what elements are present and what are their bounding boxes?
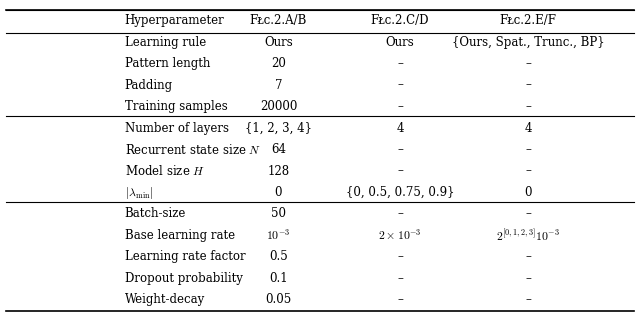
Text: –: – (525, 272, 531, 285)
Text: –: – (525, 143, 531, 156)
Text: Number of layers: Number of layers (125, 122, 229, 134)
Text: 0: 0 (524, 186, 532, 199)
Text: 4: 4 (524, 122, 532, 134)
Text: –: – (525, 294, 531, 306)
Text: Recurrent state size $N$: Recurrent state size $N$ (125, 143, 261, 156)
Text: –: – (525, 57, 531, 70)
Text: –: – (397, 165, 403, 177)
Text: Learning rule: Learning rule (125, 35, 206, 49)
Text: $|\lambda_{\min}|$: $|\lambda_{\min}|$ (125, 185, 154, 200)
Text: 0: 0 (275, 186, 282, 199)
Text: Training samples: Training samples (125, 100, 228, 113)
Text: –: – (397, 251, 403, 263)
Text: $10^{-3}$: $10^{-3}$ (266, 228, 291, 243)
Text: 64: 64 (271, 143, 286, 156)
Text: Hyperparameter: Hyperparameter (125, 14, 225, 27)
Text: 20: 20 (271, 57, 286, 70)
Text: 20000: 20000 (260, 100, 297, 113)
Text: {0, 0.5, 0.75, 0.9}: {0, 0.5, 0.75, 0.9} (346, 186, 454, 199)
Text: 128: 128 (268, 165, 289, 177)
Text: {Ours, Spat., Trunc., BP}: {Ours, Spat., Trunc., BP} (452, 35, 604, 49)
Text: –: – (525, 208, 531, 220)
Text: Fᴌᴄ.2.C/D: Fᴌᴄ.2.C/D (371, 14, 429, 27)
Text: –: – (397, 143, 403, 156)
Text: Ours: Ours (264, 35, 292, 49)
Text: –: – (397, 208, 403, 220)
Text: Weight-decay: Weight-decay (125, 294, 205, 306)
Text: –: – (525, 251, 531, 263)
Text: Batch-size: Batch-size (125, 208, 186, 220)
Text: $2 \times 10^{-3}$: $2 \times 10^{-3}$ (378, 228, 422, 243)
Text: –: – (397, 57, 403, 70)
Text: 4: 4 (396, 122, 404, 134)
Text: –: – (525, 165, 531, 177)
Text: –: – (397, 100, 403, 113)
Text: Base learning rate: Base learning rate (125, 229, 235, 242)
Text: 7: 7 (275, 78, 282, 92)
Text: 0.1: 0.1 (269, 272, 288, 285)
Text: Dropout probability: Dropout probability (125, 272, 243, 285)
Text: Ours: Ours (386, 35, 414, 49)
Text: Model size $H$: Model size $H$ (125, 164, 205, 178)
Text: $2^{[0,1,2,3]}10^{-3}$: $2^{[0,1,2,3]}10^{-3}$ (496, 228, 560, 243)
Text: 0.5: 0.5 (269, 251, 288, 263)
Text: –: – (525, 78, 531, 92)
Text: –: – (525, 100, 531, 113)
Text: {1, 2, 3, 4}: {1, 2, 3, 4} (245, 122, 312, 134)
Text: Fᴌᴄ.2.A/B: Fᴌᴄ.2.A/B (250, 14, 307, 27)
Text: –: – (397, 294, 403, 306)
Text: –: – (397, 272, 403, 285)
Text: Pattern length: Pattern length (125, 57, 210, 70)
Text: Learning rate factor: Learning rate factor (125, 251, 245, 263)
Text: Padding: Padding (125, 78, 173, 92)
Text: Fᴌᴄ.2.E/F: Fᴌᴄ.2.E/F (499, 14, 557, 27)
Text: 50: 50 (271, 208, 286, 220)
Text: –: – (397, 78, 403, 92)
Text: 0.05: 0.05 (265, 294, 292, 306)
